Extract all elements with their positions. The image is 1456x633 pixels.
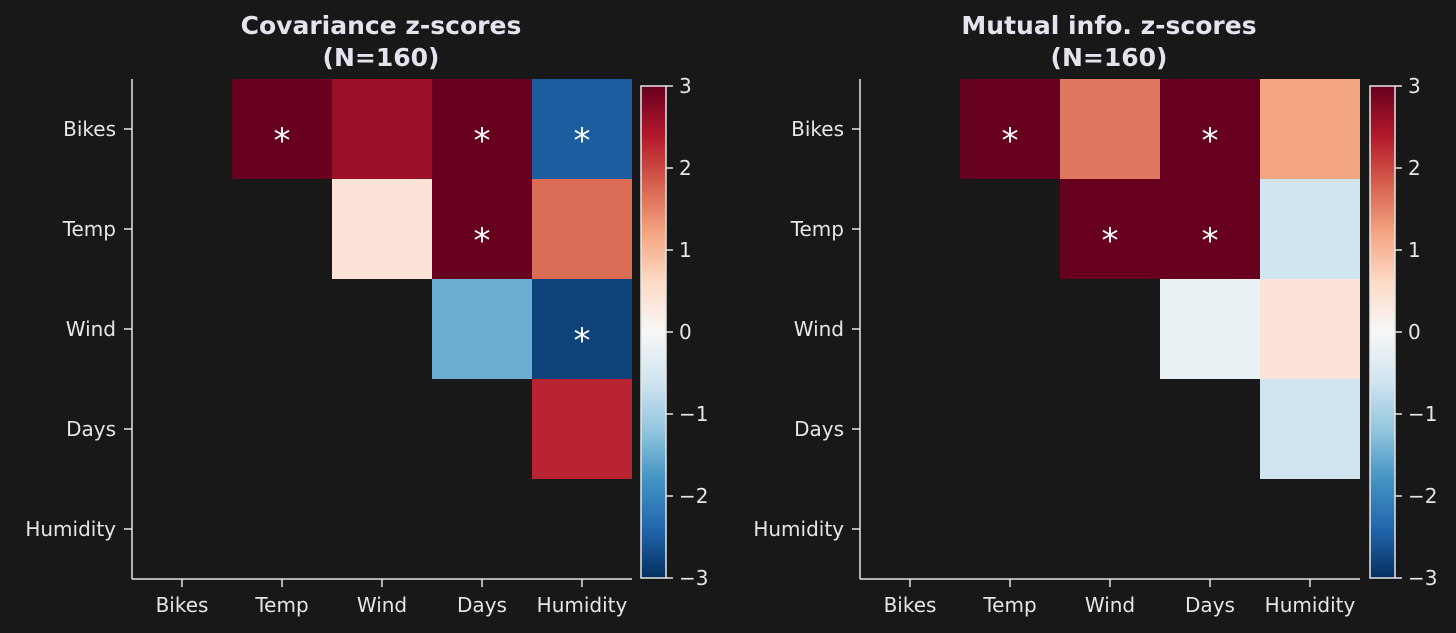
panel-2-colorbar-tick-label: 2 [1408, 156, 1421, 180]
panel-1-y-tick-label: Humidity [25, 517, 116, 541]
panel-1-x-tick-label: Temp [254, 593, 308, 617]
panel-2-subtitle: (N=160) [1051, 43, 1168, 72]
panel-1-cell-r0-c1 [232, 79, 332, 179]
panel-2-cell-r2-c4 [1260, 279, 1360, 379]
panel-2-colorbar-tick-label: 1 [1408, 238, 1421, 262]
panel-2-cell-r0-c4 [1260, 79, 1360, 179]
panel-2-cell-r0-c1 [960, 79, 1060, 179]
panel-2-cell-r1-c4 [1260, 179, 1360, 279]
panel-1-cell-r2-c4 [532, 279, 632, 379]
panel-2-x-tick-label: Wind [1085, 593, 1135, 617]
panel-2-y-tick-label: Bikes [791, 117, 844, 141]
panel-2-cell-r0-c2 [1060, 79, 1160, 179]
panel-1-cell-r0-c2 [332, 79, 432, 179]
panel-1-colorbar [641, 86, 666, 578]
panel-2-significance-marker: * [1102, 221, 1119, 261]
panel-2-cell-r2-c3 [1160, 279, 1260, 379]
panel-1-x-tick-label: Bikes [156, 593, 209, 617]
panel-1-colorbar-tick-label: 3 [679, 74, 692, 98]
panel-2-colorbar [1370, 86, 1395, 578]
panel-2-colorbar-tick-label: 0 [1408, 320, 1421, 344]
panel-1-subtitle: (N=160) [323, 43, 440, 72]
panel-1-x-tick-label: Humidity [537, 593, 628, 617]
panel-2-x-tick-label: Bikes [884, 593, 937, 617]
panel-1-cell-r0-c4 [532, 79, 632, 179]
panel-1-significance-marker: * [474, 121, 491, 161]
panel-2-colorbar-tick-label: 3 [1408, 74, 1421, 98]
panel-1-significance-marker: * [474, 221, 491, 261]
panel-1-x-tick-label: Days [457, 593, 507, 617]
panel-1-y-tick-label: Days [66, 417, 116, 441]
panel-2-cell-r1-c2 [1060, 179, 1160, 279]
panel-1-significance-marker: * [574, 321, 591, 361]
panel-1-cell-r1-c3 [432, 179, 532, 279]
panel-2-colorbar-tick-label: −2 [1408, 484, 1437, 508]
panel-1-cell-r2-c3 [432, 279, 532, 379]
panel-1-title: Covariance z-scores [241, 11, 522, 40]
panel-2-cell-r0-c3 [1160, 79, 1260, 179]
panel-2-cell-r1-c3 [1160, 179, 1260, 279]
panel-2-significance-marker: * [1002, 121, 1019, 161]
panel-2-significance-marker: * [1202, 221, 1219, 261]
panel-1-colorbar-tick-label: 0 [679, 320, 692, 344]
panel-2-y-tick-label: Humidity [753, 517, 844, 541]
panel-2-colorbar-tick-label: −3 [1408, 566, 1437, 590]
panel-2-y-tick-label: Wind [794, 317, 844, 341]
panel-2-x-tick-label: Humidity [1265, 593, 1356, 617]
panel-2-title: Mutual info. z-scores [961, 11, 1256, 40]
panel-2-x-tick-label: Temp [982, 593, 1036, 617]
panel-1-colorbar-tick-label: 1 [679, 238, 692, 262]
panel-2-y-tick-label: Temp [790, 217, 844, 241]
panel-1-x-tick-label: Wind [357, 593, 407, 617]
panel-2-colorbar-tick-label: −1 [1408, 402, 1437, 426]
panel-1-colorbar-tick-label: 2 [679, 156, 692, 180]
panel-1-colorbar-tick-label: −2 [679, 484, 708, 508]
panel-1-colorbar-tick-label: −3 [679, 566, 708, 590]
panel-2-significance-marker: * [1202, 121, 1219, 161]
panel-1-colorbar-tick-label: −1 [679, 402, 708, 426]
panel-1-y-tick-label: Bikes [63, 117, 116, 141]
panel-2-x-tick-label: Days [1185, 593, 1235, 617]
panel-1-cell-r0-c3 [432, 79, 532, 179]
panel-1-significance-marker: * [274, 121, 291, 161]
panel-1-y-tick-label: Wind [66, 317, 116, 341]
panel-1-cell-r1-c4 [532, 179, 632, 279]
panel-1-cell-r1-c2 [332, 179, 432, 279]
panel-2-cell-r3-c4 [1260, 379, 1360, 479]
panel-1-cell-r3-c4 [532, 379, 632, 479]
panel-1-y-tick-label: Temp [62, 217, 116, 241]
panel-2-y-tick-label: Days [794, 417, 844, 441]
panel-1-significance-marker: * [574, 121, 591, 161]
